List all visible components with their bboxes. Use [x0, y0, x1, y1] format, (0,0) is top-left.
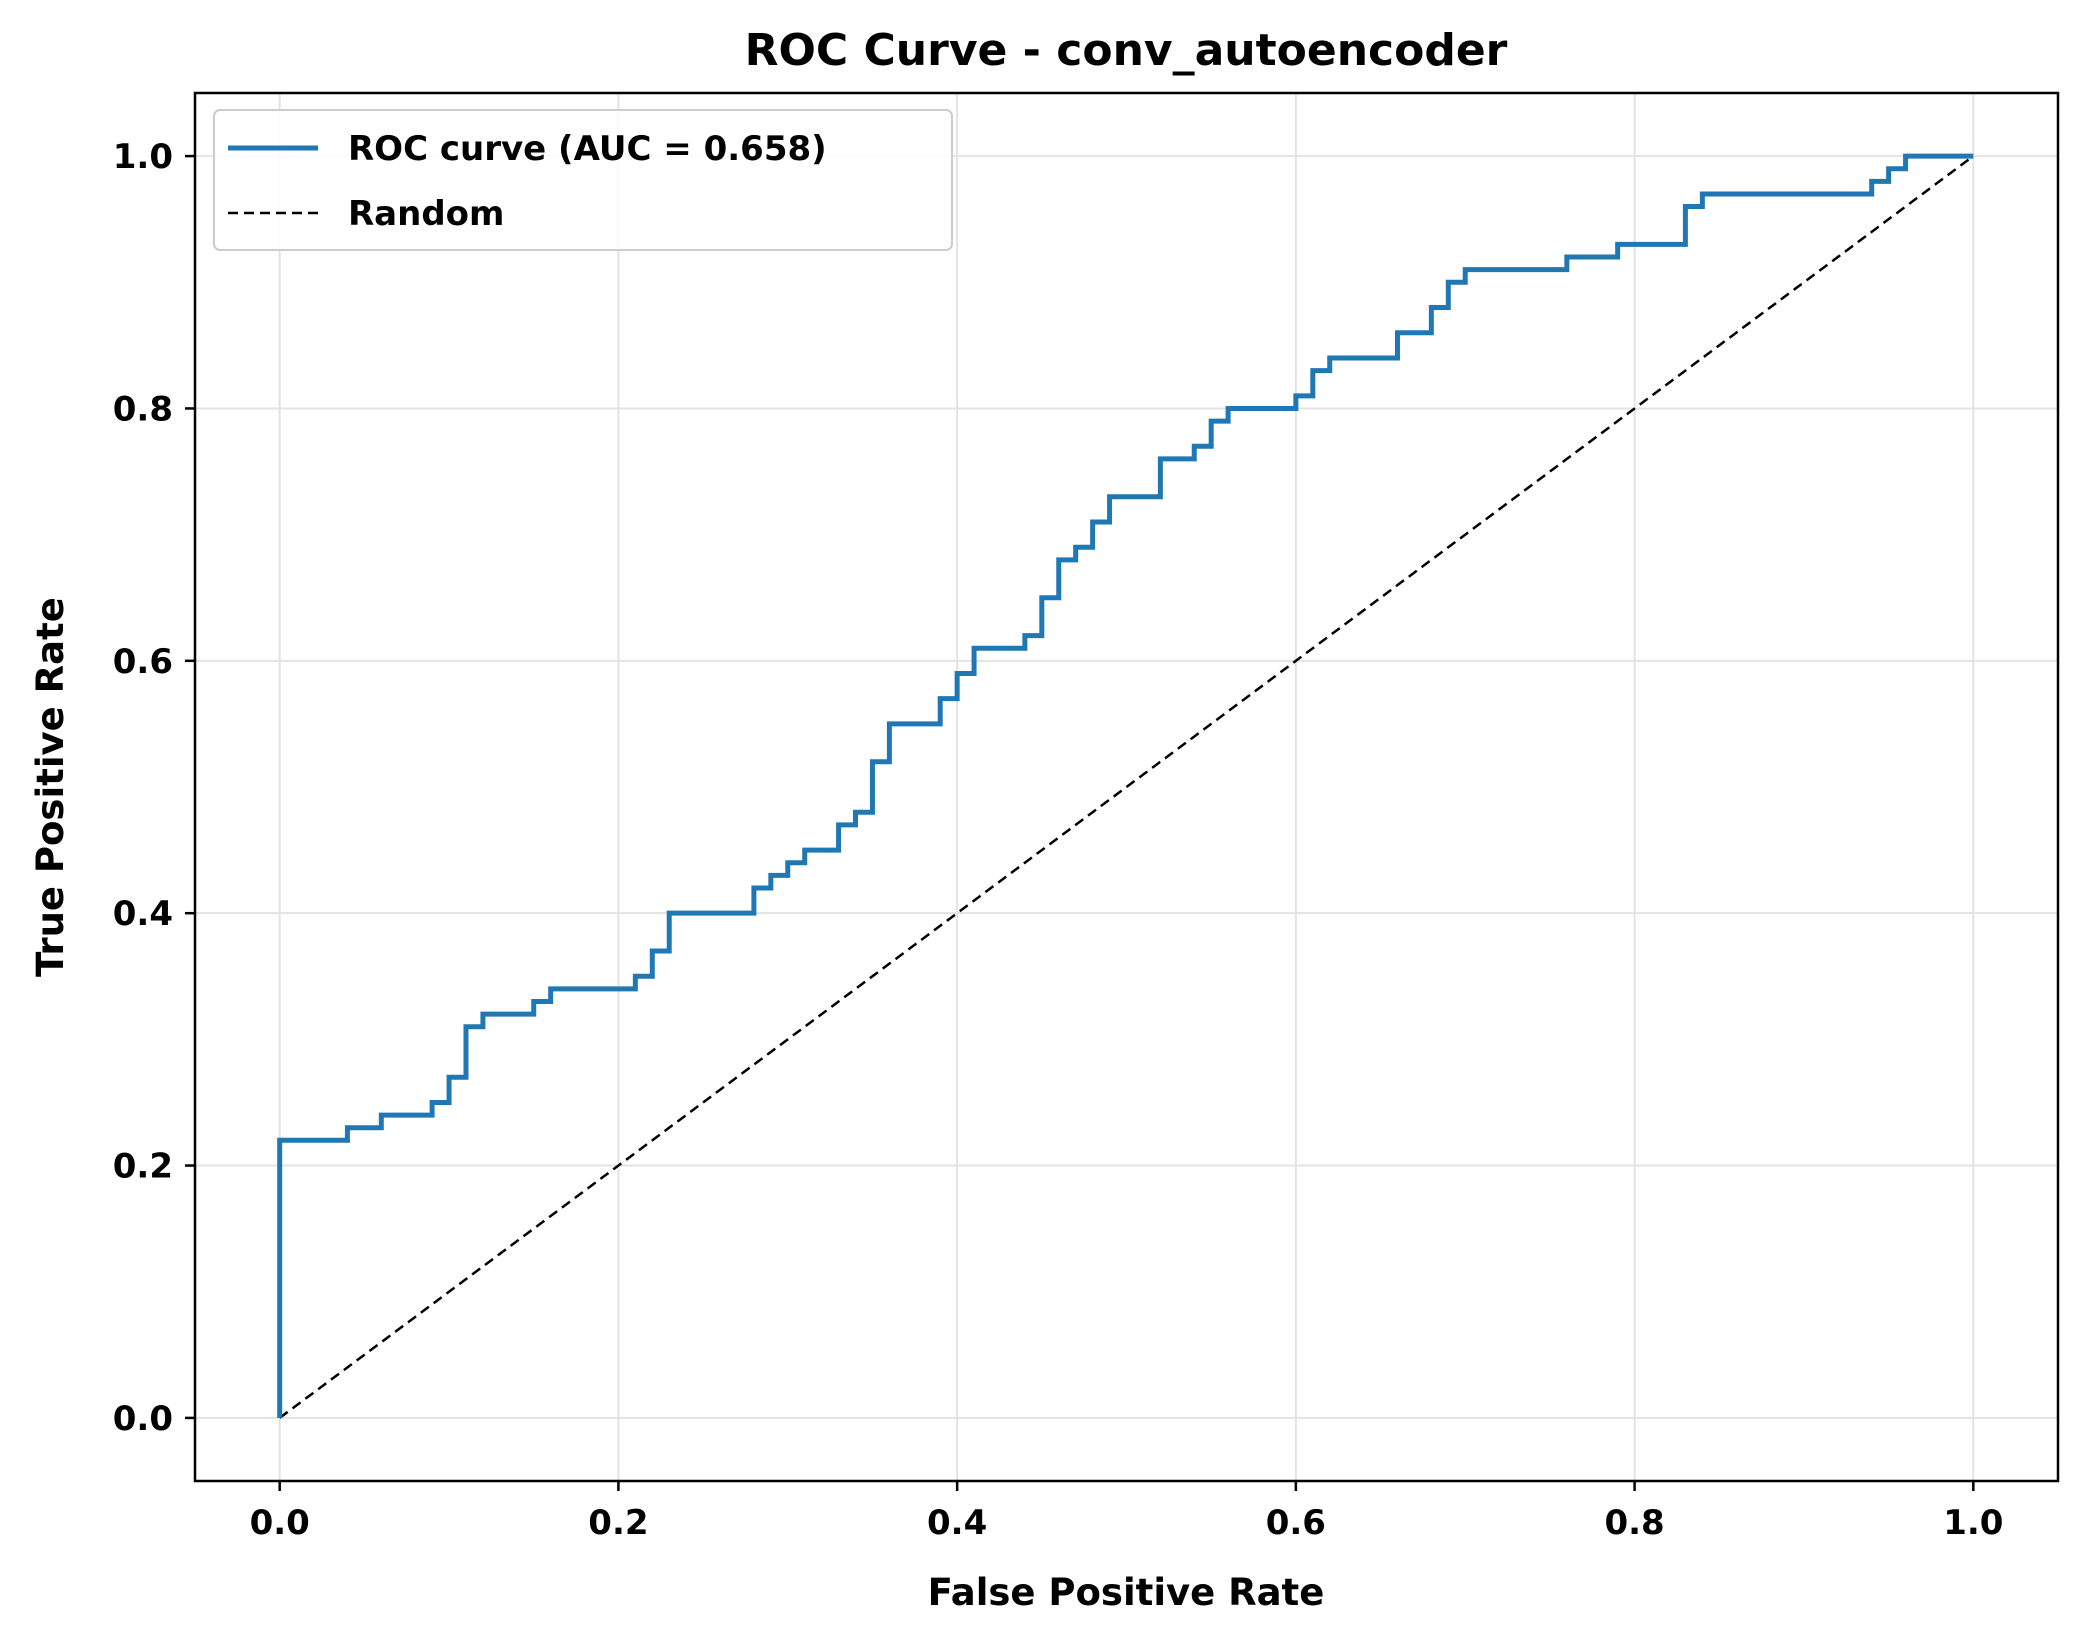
x-tick-label: 0.2 [588, 1503, 648, 1543]
roc-curve-line [277, 153, 1974, 1418]
x-tick-label: 0.6 [1266, 1503, 1326, 1543]
y-tick-label: 0.0 [113, 1399, 173, 1439]
x-axis-label: False Positive Rate [928, 1571, 1325, 1614]
plot-frame [193, 91, 2060, 1483]
x-tick-label: 0.4 [927, 1503, 987, 1543]
y-tick-label: 0.8 [113, 389, 173, 429]
y-tick-label: 0.6 [113, 642, 173, 682]
y-tick-label: 0.4 [113, 894, 173, 934]
x-tick-label: 1.0 [1943, 1503, 2003, 1543]
y-tick-label: 1.0 [113, 137, 173, 177]
legend-label-random: Random [348, 194, 504, 234]
y-axis-label: True Positive Rate [29, 597, 72, 977]
legend-label-roc-curve: ROC curve (AUC = 0.658) [348, 129, 827, 169]
legend-box [213, 109, 953, 251]
random-baseline-line [278, 155, 1975, 1419]
x-tick-label: 0.8 [1604, 1503, 1664, 1543]
legend: ROC curve (AUC = 0.658) Random [213, 109, 953, 251]
series-layer [277, 153, 1975, 1419]
x-tick-label: 0.0 [250, 1503, 310, 1543]
chart-title: ROC Curve - conv_autoencoder [745, 25, 1508, 76]
ticks-layer: 0.0 0.2 0.4 0.6 0.8 1.0 0.0 0.2 0.4 0.6 0.8 1.0 [113, 137, 2004, 1543]
y-tick-label: 0.2 [113, 1147, 173, 1187]
